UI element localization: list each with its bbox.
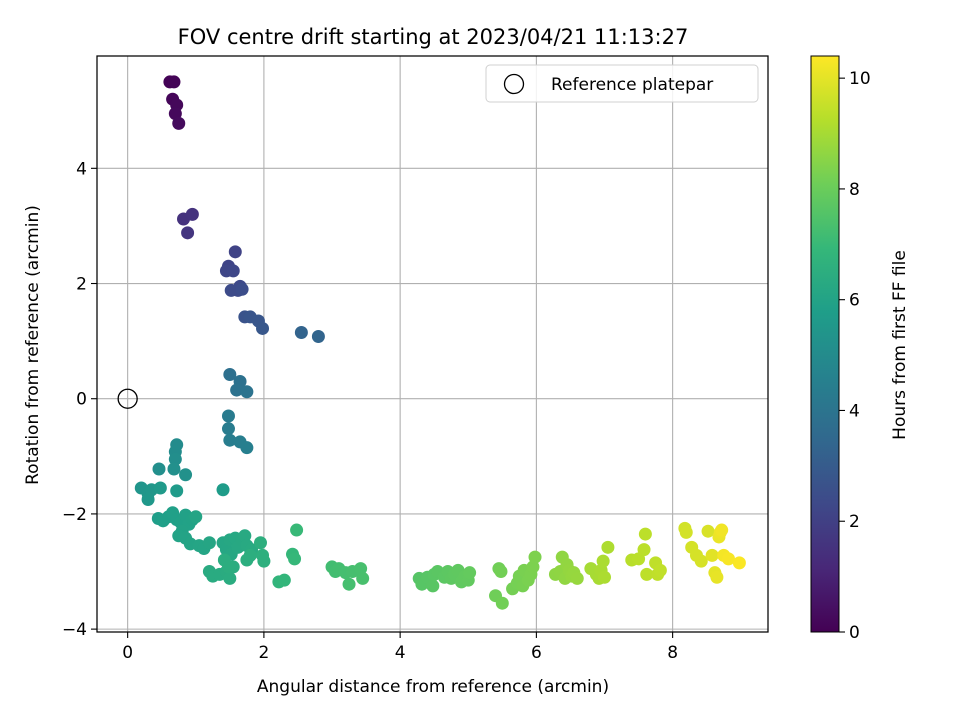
data-point [715,523,729,537]
x-axis-label: Angular distance from reference (arcmin) [257,677,609,697]
x-axis-ticks: 0 2 4 6 8 [122,632,678,663]
data-point [243,548,257,562]
colorbar-tick-label: 2 [849,512,860,532]
data-point [256,321,270,335]
data-point [223,571,237,585]
legend-box [485,64,759,103]
y-tick-label: 2 [76,275,87,295]
data-point [288,552,302,566]
data-point [240,441,254,455]
colorbar-label: Hours from first FF file [890,250,910,440]
data-point [240,385,254,399]
data-point [294,325,308,339]
data-point [426,579,440,593]
data-point [311,330,325,344]
colorbar-tick-label: 4 [849,401,860,421]
data-point [528,550,542,564]
data-point [596,554,610,568]
data-point [679,525,693,539]
colorbar-ticks: 0 2 4 6 8 10 [839,69,871,643]
data-points [134,75,746,610]
data-point [221,409,235,423]
x-tick-label: 0 [122,643,133,663]
data-point [495,596,509,610]
data-point [172,116,186,130]
data-point [342,577,356,591]
data-point [153,481,167,495]
reference-marker-layer [117,388,138,409]
data-point [238,529,252,543]
data-point [224,283,238,297]
reference-platepar-marker [117,388,138,409]
legend: Reference platepar [485,64,759,103]
data-point [721,552,735,566]
data-point [601,540,615,554]
y-axis-label: Rotation from reference (arcmin) [23,205,43,485]
data-point [221,422,235,436]
data-point [570,571,584,585]
data-point [732,556,746,570]
y-axis-ticks: −4 −2 0 2 4 [62,159,97,640]
data-point [598,570,612,584]
x-tick-label: 8 [667,643,678,663]
data-point [277,573,291,587]
legend-marker-icon [503,73,525,95]
chart-title: FOV centre drift starting at 2023/04/21 … [178,25,689,49]
x-tick-label: 2 [258,643,269,663]
y-tick-label: 4 [76,159,87,179]
data-point [257,554,271,568]
data-point [167,462,181,476]
data-point [167,75,181,89]
colorbar-tick-label: 6 [849,291,860,311]
data-point [141,493,155,507]
colorbar-tick-label: 8 [849,180,860,200]
data-point [253,536,267,550]
data-point [694,554,708,568]
data-point [640,567,654,581]
data-point [356,571,370,585]
data-point [216,483,230,497]
data-point [152,462,166,476]
data-point [705,548,719,562]
y-tick-label: 0 [76,390,87,410]
data-point [223,433,237,447]
grid-lines [97,56,768,632]
data-point [185,207,199,221]
colorbar-tick-label: 10 [849,69,871,89]
data-point [170,484,184,498]
legend-entry-label: Reference platepar [551,75,713,95]
data-point [228,245,242,259]
data-point [526,560,540,574]
data-point [638,527,652,541]
y-tick-label: −2 [62,505,87,525]
x-tick-label: 6 [531,643,542,663]
plot-frame [96,55,769,633]
data-point [230,383,244,397]
data-point [354,562,368,576]
data-point [494,565,508,579]
data-point [202,536,216,550]
data-point [653,563,667,577]
data-point [710,570,724,584]
data-point [181,226,195,240]
y-tick-label: −4 [62,620,87,640]
data-point [168,107,182,121]
x-tick-label: 4 [395,643,406,663]
data-point [168,452,182,466]
data-point [226,264,240,278]
colorbar-tick-label: 0 [849,623,860,643]
data-point [235,282,249,296]
data-point [189,510,203,524]
data-point [179,468,193,482]
data-point [463,566,477,580]
data-point [701,524,715,538]
data-point [223,368,237,382]
data-point [221,560,235,574]
data-point [637,543,651,557]
data-point [290,523,304,537]
colorbar [810,55,840,633]
